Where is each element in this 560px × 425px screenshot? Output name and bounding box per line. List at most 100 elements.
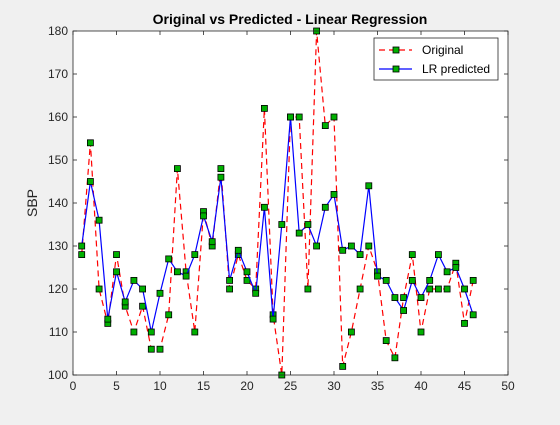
data-point-lr-predicted [130, 276, 138, 284]
y-tick-label: 130 [48, 239, 68, 253]
data-point-lr-predicted [417, 294, 425, 302]
x-tick-label: 25 [284, 379, 298, 393]
data-point-lr-predicted [113, 268, 120, 276]
data-point-original [330, 113, 338, 121]
data-point-lr-predicted [295, 229, 303, 237]
data-point-original [417, 328, 425, 336]
data-point-original [347, 328, 355, 336]
legend-predicted-label: LR predicted [422, 62, 490, 76]
data-point-lr-predicted [208, 238, 216, 246]
series-line-lr-predicted [81, 116, 474, 333]
data-point-lr-predicted [469, 311, 477, 319]
data-point-lr-predicted [78, 242, 86, 250]
y-tick-label: 110 [49, 325, 68, 339]
legend-box [373, 37, 499, 81]
data-point-lr-predicted [234, 246, 242, 254]
data-point-lr-predicted [278, 221, 286, 228]
data-point-original [295, 113, 303, 121]
y-tick-label: 140 [48, 196, 68, 210]
data-point-original [382, 337, 390, 345]
data-point-lr-predicted [156, 289, 164, 297]
data-point-original [165, 311, 173, 319]
data-point-original [147, 345, 155, 353]
data-point-lr-predicted [330, 190, 338, 198]
x-tick-label: 10 [153, 379, 167, 393]
data-point-lr-predicted [434, 251, 442, 259]
data-point-lr-predicted [191, 251, 199, 259]
data-point-lr-predicted [347, 242, 355, 250]
data-point-original [139, 302, 147, 310]
data-point-original [78, 251, 86, 259]
data-point-original [173, 165, 181, 173]
data-point-original [95, 285, 103, 293]
y-tick-label: 120 [48, 282, 68, 296]
axes-layer: 0 5 10 15 20 25 30 35 40 45 50 100 110 120 130 140 150 16… [48, 24, 515, 393]
data-point-lr-predicted [95, 216, 103, 224]
data-point-lr-predicted [339, 246, 347, 254]
legend-original-marker [392, 46, 400, 54]
data-point-original [408, 251, 416, 259]
data-point-original [356, 285, 364, 293]
y-tick-label: 100 [48, 368, 68, 382]
data-point-lr-predicted [200, 212, 207, 220]
data-point-lr-predicted [173, 268, 181, 276]
data-point-original [156, 345, 164, 353]
data-point-lr-predicted [321, 203, 329, 211]
data-point-lr-predicted [304, 221, 312, 228]
data-point-lr-predicted [260, 203, 268, 211]
chart-title: Original vs Predicted - Linear Regressio… [153, 11, 428, 27]
x-tick-label: 30 [327, 379, 341, 393]
data-point-lr-predicted [104, 315, 112, 323]
data-point-lr-predicted [400, 307, 408, 314]
data-point-lr-predicted [287, 113, 294, 121]
data-point-lr-predicted [382, 276, 390, 284]
data-point-lr-predicted [147, 328, 155, 336]
data-point-lr-predicted [408, 276, 416, 284]
y-tick-label: 180 [48, 24, 68, 38]
series-line-original [81, 30, 474, 376]
data-point-lr-predicted [87, 178, 94, 185]
data-point-original [391, 354, 399, 362]
data-point-lr-predicted [391, 294, 399, 302]
y-tick-label: 160 [48, 110, 68, 124]
data-point-original [400, 294, 408, 302]
data-point-original [443, 285, 451, 293]
data-point-lr-predicted [121, 298, 129, 306]
data-point-original [434, 285, 442, 293]
y-axis-label: SBP [24, 189, 40, 217]
data-point-original [321, 122, 329, 129]
x-tick-label: 35 [371, 379, 385, 393]
data-point-original [304, 285, 312, 293]
data-point-original [339, 362, 347, 370]
data-point-lr-predicted [165, 255, 173, 263]
data-point-lr-predicted [356, 251, 364, 259]
data-point-lr-predicted [426, 276, 434, 284]
data-point-lr-predicted [313, 242, 321, 250]
data-point-original [87, 139, 94, 147]
data-point-original [365, 242, 373, 250]
data-point-lr-predicted [252, 289, 260, 297]
data-point-lr-predicted [365, 182, 373, 190]
data-point-original [226, 285, 234, 293]
data-point-lr-predicted [443, 268, 451, 276]
series-layer [78, 27, 477, 379]
plot-area [73, 31, 508, 375]
y-tick-label: 170 [48, 67, 68, 81]
data-point-lr-predicted [243, 268, 251, 276]
data-point-lr-predicted [226, 276, 234, 284]
data-point-lr-predicted [139, 285, 147, 293]
data-point-original [469, 276, 477, 284]
data-point-original [217, 165, 225, 173]
data-point-lr-predicted [452, 264, 460, 271]
legend-original-label: Original [422, 43, 463, 57]
x-tick-label: 40 [414, 379, 428, 393]
data-point-lr-predicted [182, 272, 190, 280]
legend-predicted-marker [392, 65, 400, 73]
data-point-original [191, 328, 199, 336]
data-point-original [461, 319, 468, 327]
data-point-original [113, 251, 120, 259]
x-tick-label: 0 [70, 379, 77, 393]
data-point-original [130, 328, 138, 336]
x-tick-label: 20 [240, 379, 254, 393]
